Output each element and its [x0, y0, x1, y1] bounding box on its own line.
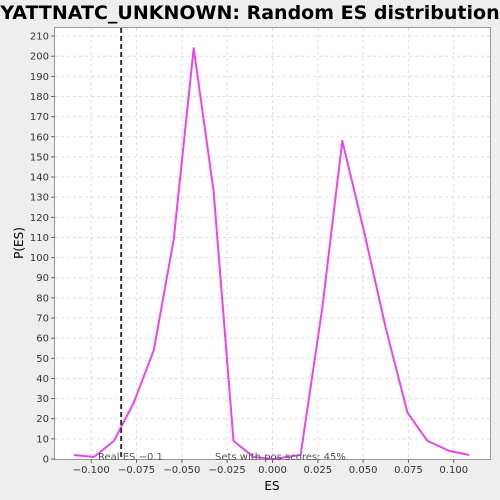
- y-tick-label: 60: [36, 334, 49, 345]
- axis-ticks: 0 10 20 30 40 50 60 70 80 90 100 110 120 130 140 150 160…: [30, 32, 468, 476]
- real-es-annotation: Real ES −0.1: [98, 452, 163, 463]
- y-tick-label: 20: [36, 414, 49, 425]
- grid-lines: [55, 28, 490, 459]
- series-layer: [73, 47, 470, 460]
- x-tick-label: −0.100: [73, 465, 110, 476]
- y-tick-label: 0: [43, 455, 49, 466]
- y-tick-label: 40: [36, 374, 49, 385]
- pos-scores-annotation: Sets with pos scores: 45%: [215, 452, 346, 463]
- chart-title: YATTNATC_UNKNOWN: Random ES distribution: [0, 2, 500, 24]
- y-tick-label: 160: [30, 132, 49, 143]
- y-tick-label: 130: [30, 193, 49, 204]
- series-line: [73, 47, 470, 460]
- y-tick-label: 190: [30, 72, 49, 83]
- x-tick-label: 0.025: [303, 465, 332, 476]
- x-tick-label: 0.050: [349, 465, 378, 476]
- y-tick-label: 110: [30, 233, 49, 244]
- y-tick-label: 10: [36, 434, 49, 445]
- y-tick-label: 200: [30, 52, 49, 63]
- y-tick-label: 170: [30, 112, 49, 123]
- y-tick-label: 30: [36, 394, 49, 405]
- x-tick-label: 0.000: [258, 465, 287, 476]
- y-tick-label: 50: [36, 354, 49, 365]
- y-tick-label: 140: [30, 173, 49, 184]
- y-tick-label: 70: [36, 314, 49, 325]
- x-tick-label: 0.075: [394, 465, 423, 476]
- y-tick-label: 80: [36, 293, 49, 304]
- y-tick-label: 180: [30, 92, 49, 103]
- x-tick-label: −0.075: [118, 465, 155, 476]
- y-tick-label: 150: [30, 152, 49, 163]
- x-tick-label: −0.050: [163, 465, 200, 476]
- x-tick-label: −0.025: [209, 465, 246, 476]
- x-tick-label: 0.100: [439, 465, 468, 476]
- y-tick-label: 210: [30, 32, 49, 43]
- x-axis-label: ES: [264, 479, 279, 493]
- y-tick-label: 100: [30, 253, 49, 264]
- y-tick-label: 90: [36, 273, 49, 284]
- y-tick-label: 120: [30, 213, 49, 224]
- y-axis-label: P(ES): [12, 227, 26, 259]
- plot-area: [54, 27, 491, 460]
